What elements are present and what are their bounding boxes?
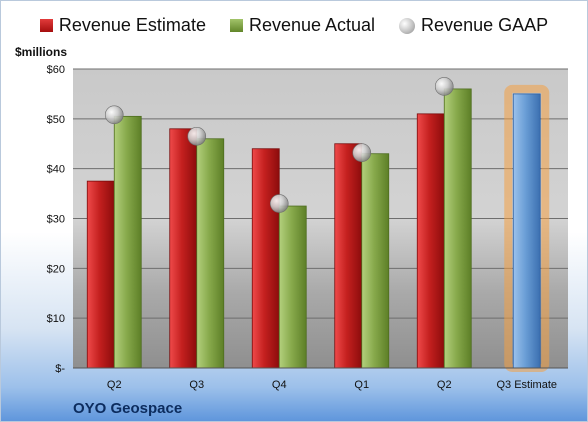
legend-item-gaap: Revenue GAAP [399, 15, 548, 36]
y-tick-label: $10 [47, 313, 65, 325]
y-axis-unit-label: $millions [15, 45, 68, 59]
x-category-label: Q2 [107, 379, 122, 391]
legend-label-estimate: Revenue Estimate [58, 15, 206, 35]
company-name: OYO Geospace [73, 400, 183, 417]
green-square-icon [229, 19, 243, 32]
y-tick-label: $50 [47, 114, 65, 126]
x-category-label: Q1 [354, 379, 369, 391]
bar-estimate [334, 143, 363, 369]
y-tick-label: $20 [47, 263, 65, 275]
legend-label-actual: Revenue Actual [248, 15, 376, 35]
legend-item-estimate: Revenue Estimate [39, 15, 206, 36]
bar-estimate [416, 113, 445, 369]
bar-forecast [512, 93, 541, 369]
bar-actual [196, 138, 225, 369]
gaap-marker [434, 77, 454, 96]
gaap-marker [269, 194, 289, 213]
bar-actual [113, 115, 142, 369]
bar-actual [361, 153, 390, 369]
bar-estimate [251, 148, 280, 369]
bar-estimate [86, 180, 115, 369]
x-category-label: Q3 Estimate [496, 379, 557, 391]
red-square-icon [39, 19, 53, 32]
gray-sphere-icon [399, 17, 416, 34]
chart-legend: Revenue Estimate Revenue Actual Revenue … [1, 15, 587, 36]
gaap-marker [104, 105, 124, 125]
y-tick-label: $30 [47, 214, 65, 226]
bar-actual [278, 205, 307, 369]
y-tick-label: $- [55, 363, 65, 375]
legend-label-gaap: Revenue GAAP [421, 15, 549, 35]
bar-actual [443, 88, 472, 369]
gaap-marker [187, 126, 207, 146]
legend-item-actual: Revenue Actual [229, 15, 376, 36]
y-tick-label: $60 [47, 64, 65, 76]
x-category-label: Q2 [437, 379, 452, 391]
y-tick-label: $40 [47, 164, 65, 176]
bar-estimate [169, 128, 198, 369]
x-category-label: Q4 [272, 379, 287, 391]
x-category-label: Q3 [189, 379, 204, 391]
gaap-marker [352, 143, 372, 163]
